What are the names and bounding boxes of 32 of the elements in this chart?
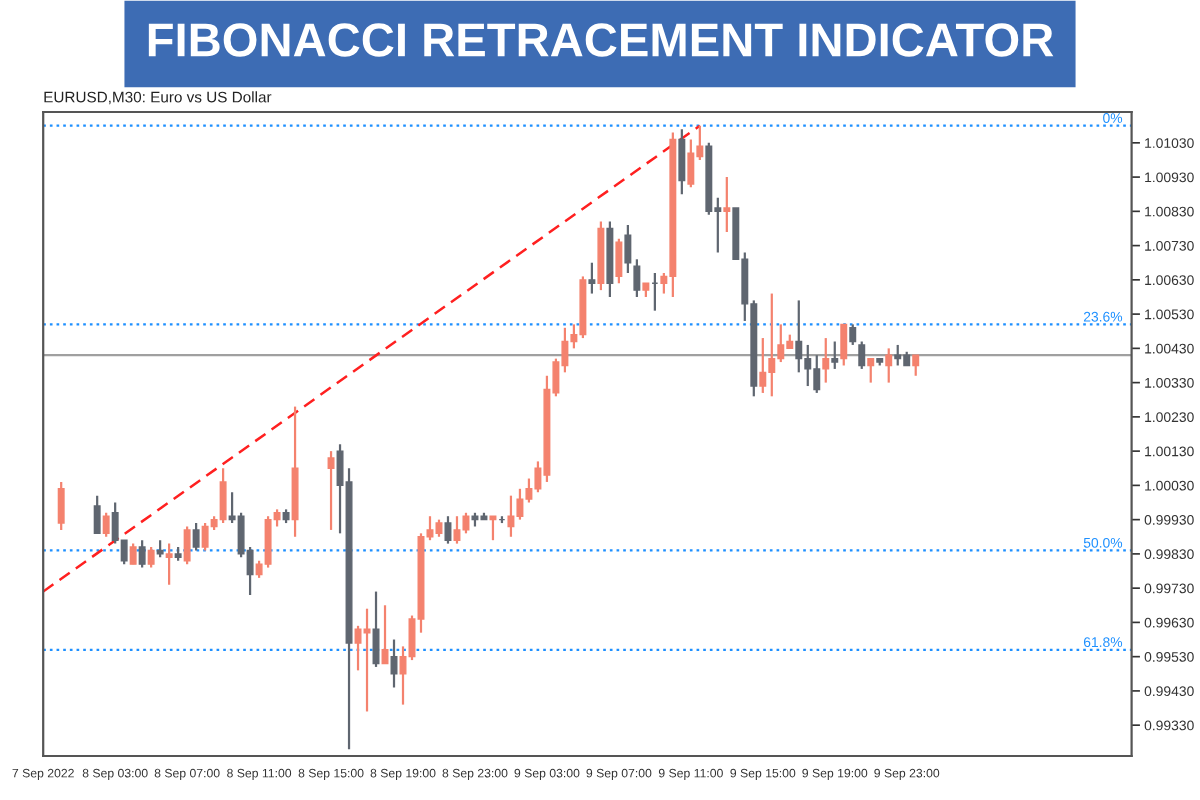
candlestick	[831, 340, 839, 371]
candlestick	[723, 175, 731, 233]
candlestick	[840, 323, 848, 367]
candlestick	[849, 323, 857, 347]
candlestick	[183, 525, 191, 566]
candlestick	[624, 223, 632, 275]
chart-title: FIBONACCI RETRACEMENT INDICATOR	[148, 23, 1054, 57]
candlestick	[102, 511, 110, 538]
candlestick	[885, 347, 893, 384]
candlestick	[93, 494, 101, 535]
candlestick	[219, 467, 227, 525]
candlestick	[633, 258, 641, 299]
candlestick	[453, 515, 461, 545]
candlestick	[507, 494, 515, 538]
candlestick	[129, 542, 137, 566]
candlestick	[795, 299, 803, 374]
candlestick	[867, 357, 875, 384]
candlestick	[858, 340, 866, 371]
candlestick	[165, 542, 173, 586]
candlestick	[444, 515, 452, 545]
candlestick	[822, 336, 830, 384]
candlestick	[759, 336, 767, 394]
candlestick	[192, 521, 200, 552]
candlestick	[588, 261, 596, 295]
candlestick	[138, 539, 146, 569]
candlestick	[57, 480, 65, 532]
candlestick	[687, 138, 695, 189]
candlestick	[147, 545, 155, 569]
candlestick	[327, 450, 335, 532]
candlestick	[615, 237, 623, 285]
candlestick	[678, 128, 686, 196]
candlestick	[912, 354, 920, 377]
